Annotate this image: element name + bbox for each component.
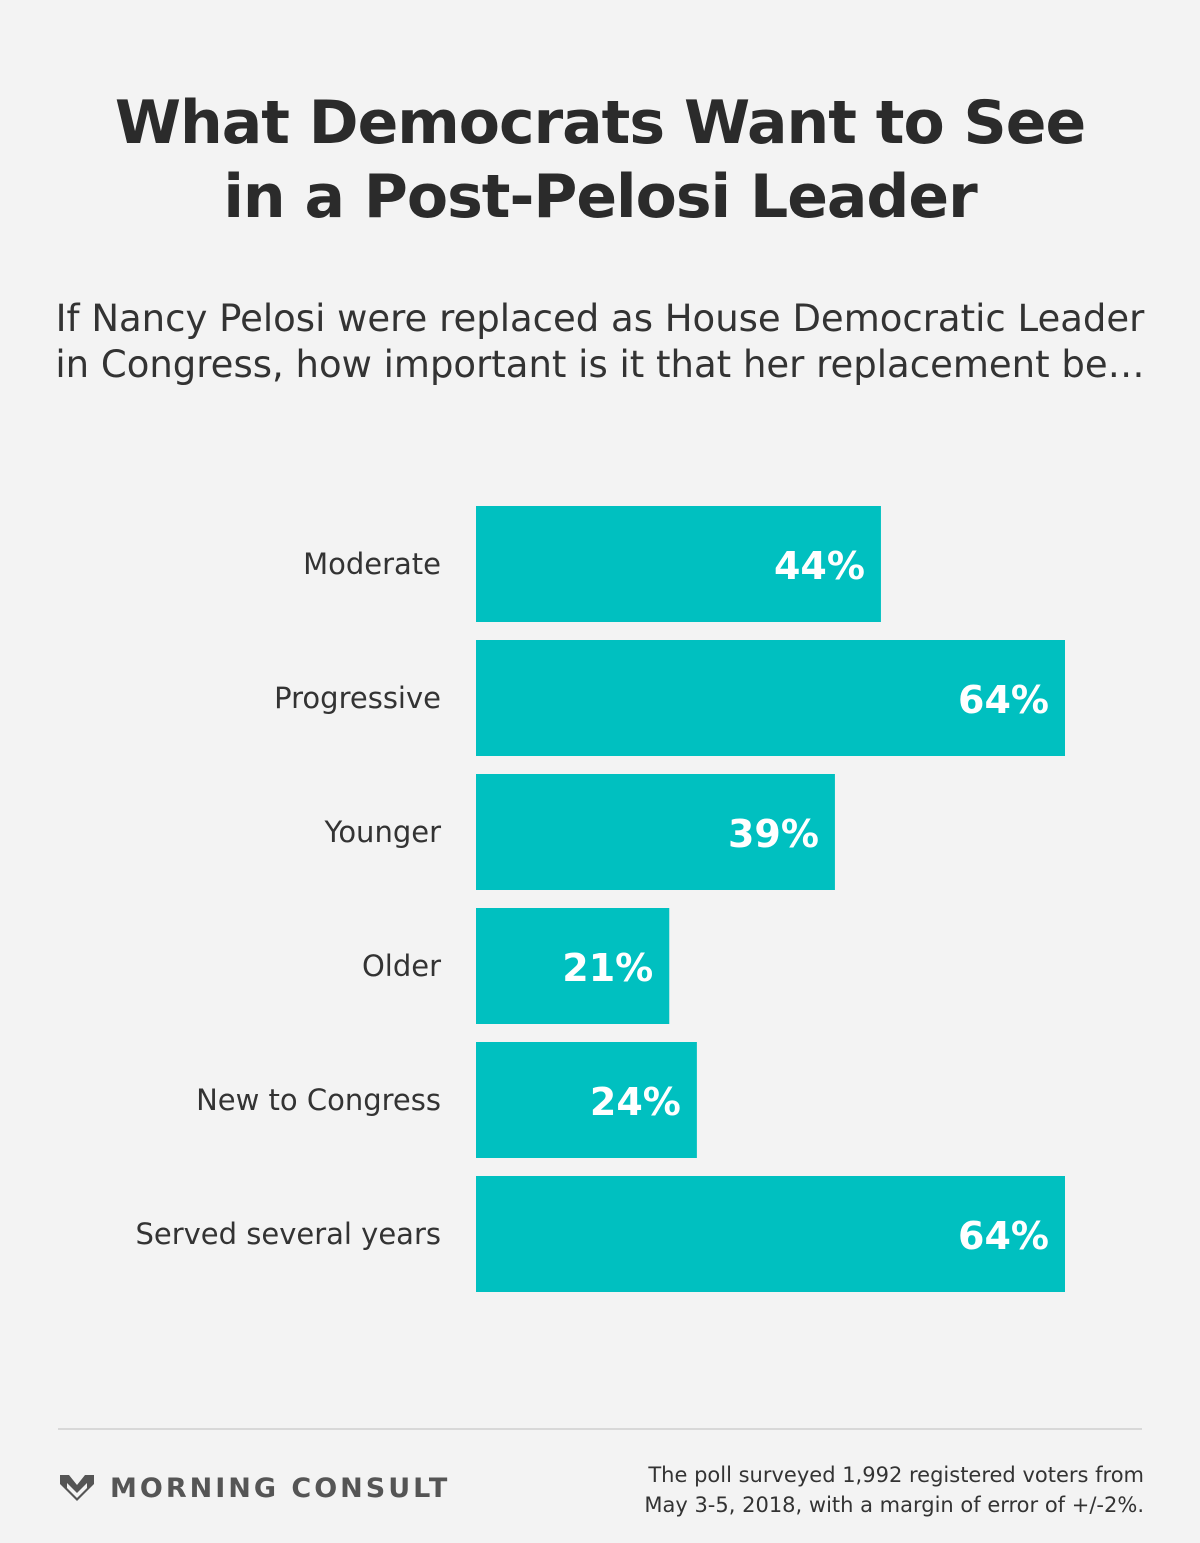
category-label: New to Congress bbox=[196, 1083, 441, 1117]
value-label: 21% bbox=[562, 946, 653, 990]
chart-subtitle-line-1: If Nancy Pelosi were replaced as House D… bbox=[55, 297, 1145, 340]
category-label: Served several years bbox=[135, 1217, 441, 1251]
category-label: Younger bbox=[323, 815, 441, 849]
chart-title: What Democrats Want to See in a Post-Pel… bbox=[0, 86, 1200, 234]
bar-served-several-years bbox=[476, 1176, 1065, 1292]
value-label: 44% bbox=[774, 544, 865, 588]
value-label: 24% bbox=[590, 1080, 681, 1124]
chart-subtitle-line-2: in Congress, how important is it that he… bbox=[55, 343, 1145, 386]
methodology-note-line-2: May 3-5, 2018, with a margin of error of… bbox=[644, 1493, 1144, 1517]
bar-chart: Moderate 44% Progressive 64% Younger 39% Older… bbox=[135, 506, 1065, 1292]
bar-new-to-congress bbox=[476, 1042, 697, 1158]
value-label: 64% bbox=[958, 678, 1049, 722]
brand: MORNING CONSULT bbox=[60, 1466, 450, 1510]
value-label: 39% bbox=[728, 812, 819, 856]
chart-subtitle: If Nancy Pelosi were replaced as House D… bbox=[0, 296, 1200, 388]
category-label: Older bbox=[362, 949, 441, 983]
methodology-note: The poll surveyed 1,992 registered voter… bbox=[584, 1460, 1144, 1520]
brand-name: MORNING CONSULT bbox=[110, 1472, 451, 1504]
chart-title-line-2: in a Post-Pelosi Leader bbox=[223, 162, 977, 232]
category-label: Moderate bbox=[303, 547, 441, 581]
bar-younger bbox=[476, 774, 835, 890]
bar-older bbox=[476, 908, 670, 1024]
footer-divider bbox=[58, 1428, 1142, 1430]
category-label: Progressive bbox=[274, 681, 441, 715]
methodology-note-line-1: The poll surveyed 1,992 registered voter… bbox=[648, 1463, 1144, 1487]
bar-progressive bbox=[476, 640, 1065, 756]
morning-consult-chevron-icon bbox=[60, 1475, 94, 1501]
value-label: 64% bbox=[958, 1214, 1049, 1258]
chart-title-line-1: What Democrats Want to See bbox=[114, 88, 1086, 158]
bar-moderate bbox=[476, 506, 881, 622]
